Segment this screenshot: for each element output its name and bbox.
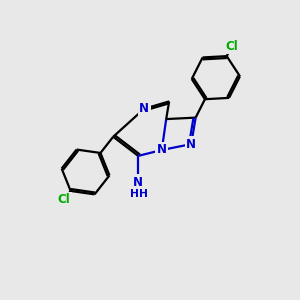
Text: N: N — [139, 102, 149, 115]
Text: N: N — [133, 176, 143, 189]
Text: Cl: Cl — [225, 40, 238, 53]
Text: Cl: Cl — [58, 193, 70, 206]
Text: H: H — [130, 189, 139, 199]
Text: N: N — [157, 143, 167, 157]
Text: N: N — [186, 138, 196, 151]
Text: H: H — [139, 189, 148, 199]
